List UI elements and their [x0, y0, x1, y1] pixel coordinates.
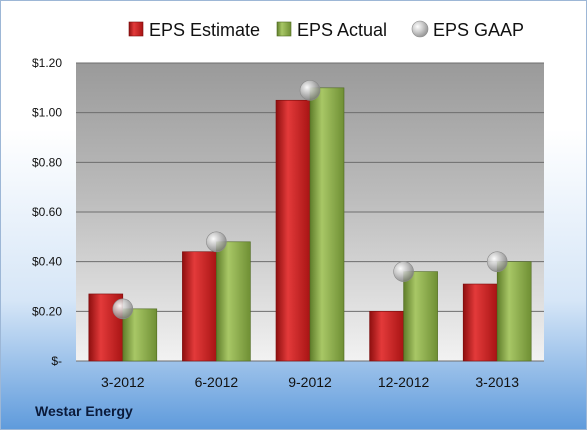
x-tick-label: 6-2012	[195, 374, 239, 390]
x-tick-label: 9-2012	[288, 374, 332, 390]
marker-eps-gaap	[112, 298, 134, 320]
marker-eps-gaap	[299, 80, 321, 101]
bar-eps-estimate	[369, 311, 404, 362]
y-tick-label: $0.40	[32, 255, 62, 269]
legend-swatch-eps-gaap	[411, 20, 429, 38]
y-axis: $- $0.20 $0.40 $0.60 $0.80 $1.00 $1.20	[32, 56, 62, 368]
legend-swatch-eps-actual	[276, 21, 292, 37]
company-name: Westar Energy	[35, 403, 133, 419]
bar-eps-actual	[309, 87, 345, 362]
marker-eps-gaap	[486, 251, 508, 272]
x-tick-label: 3-2012	[101, 374, 145, 390]
x-tick-label: 3-2013	[475, 374, 519, 390]
legend-swatch-eps-estimate	[128, 21, 144, 37]
y-tick-label: $-	[51, 354, 62, 368]
x-axis: 3-2012 6-2012 9-2012 12-2012 3-2013	[101, 374, 519, 390]
marker-eps-gaap	[206, 231, 227, 253]
legend-label: EPS GAAP	[433, 20, 524, 40]
marker-eps-gaap	[393, 261, 414, 282]
bar-eps-estimate	[275, 99, 311, 362]
y-tick-label: $0.80	[32, 155, 62, 169]
y-tick-label: $1.00	[32, 106, 62, 120]
bar-eps-actual	[122, 308, 158, 362]
bars	[88, 87, 532, 362]
bar-eps-actual	[496, 261, 532, 362]
legend-label: EPS Actual	[297, 20, 387, 40]
x-tick-label: 12-2012	[378, 374, 430, 390]
gaap-markers	[112, 80, 508, 320]
bar-eps-estimate	[182, 251, 217, 362]
legend-label: EPS Estimate	[149, 20, 260, 40]
y-tick-label: $0.60	[32, 205, 62, 219]
bar-eps-actual	[216, 241, 251, 362]
legend: EPS Estimate EPS Actual EPS GAAP	[128, 20, 524, 40]
bar-eps-actual	[403, 271, 438, 362]
bar-eps-estimate	[462, 283, 498, 362]
y-tick-label: $0.20	[32, 304, 62, 318]
y-tick-label: $1.20	[32, 56, 62, 70]
